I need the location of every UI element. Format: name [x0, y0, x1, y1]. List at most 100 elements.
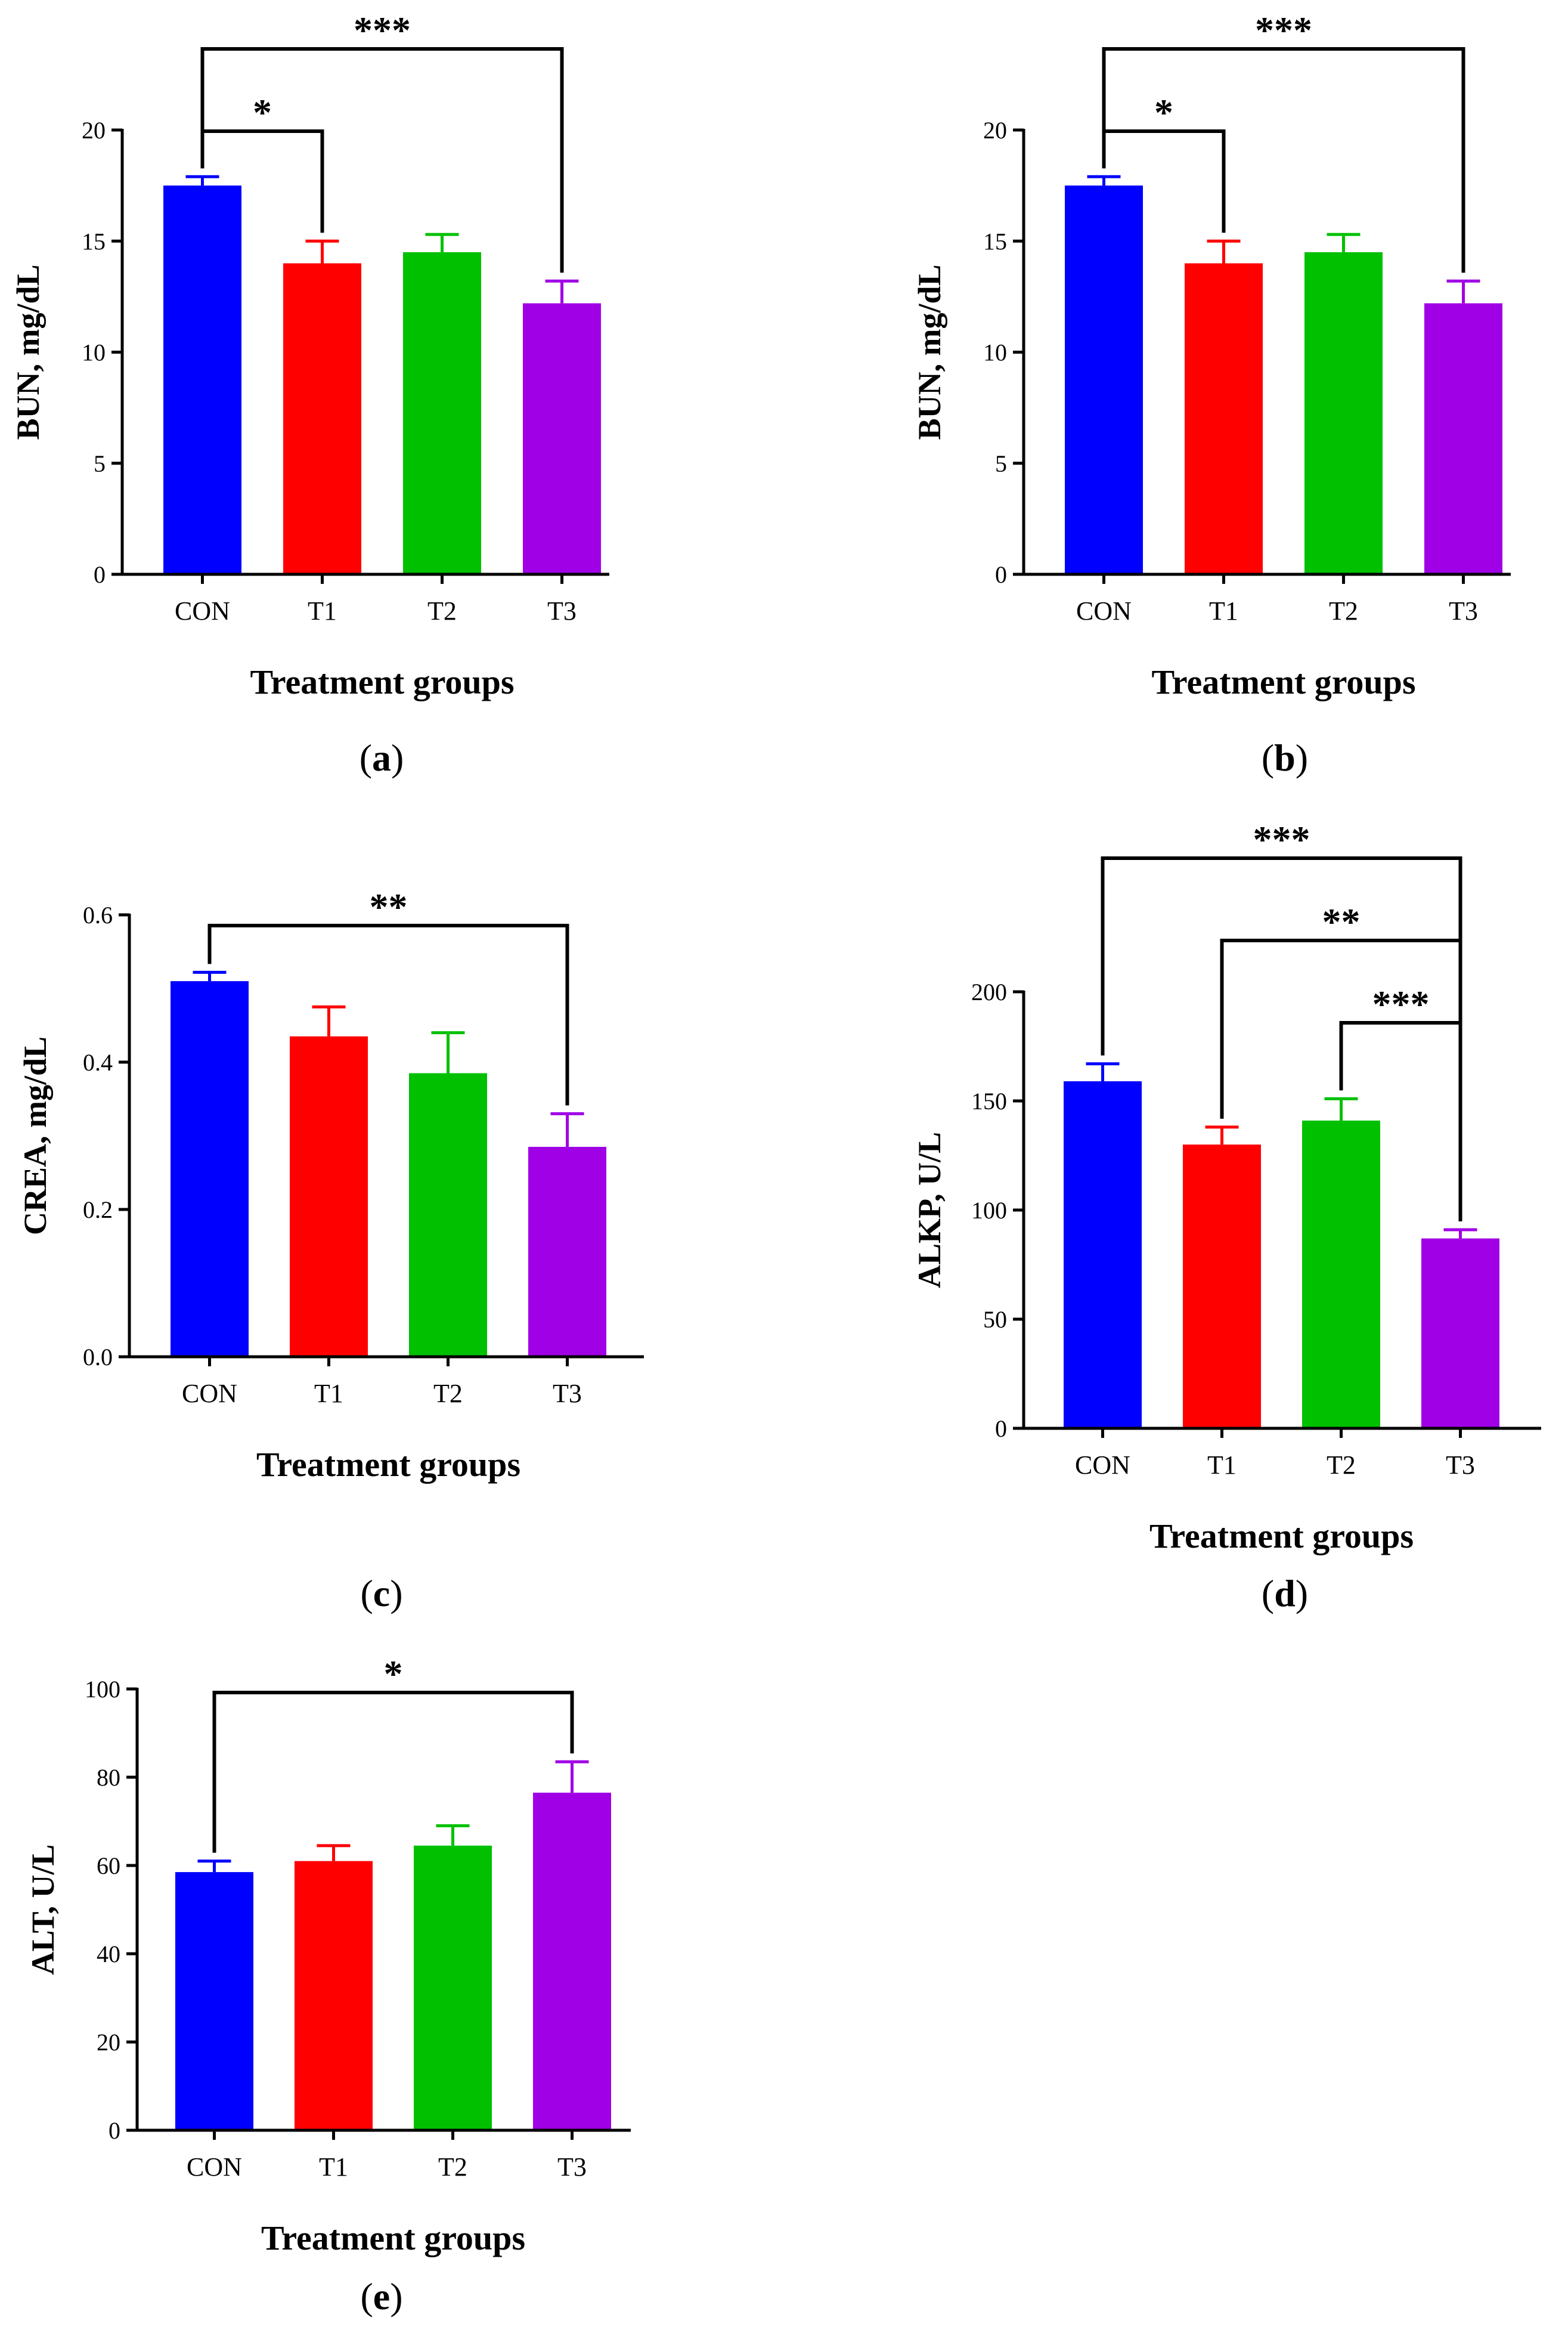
bar-t2	[409, 1073, 487, 1357]
significance-label: *	[1154, 91, 1173, 134]
chart-panel-c: 0.0 0.2 0.4 0.6 CON T1 T2 T3 CREA, mg/dL Treatmen…	[17, 886, 644, 1614]
y-axis-title: ALKP, U/L	[912, 1132, 947, 1288]
panel-label-paren: )	[391, 737, 404, 779]
y-axis-title: CREA, mg/dL	[17, 1037, 53, 1235]
significance-label: **	[1322, 901, 1361, 943]
chart-panel-a: 0 5 10 15 20 CON T1 T2 T3 BUN, mg/dL Treatment gro…	[10, 9, 609, 779]
x-tick-label-t1: T1	[319, 2152, 348, 2182]
y-axis-title: BUN, mg/dL	[10, 264, 46, 440]
x-tick-label-con: CON	[187, 2152, 242, 2182]
chart-panel-b: 0 5 10 15 20 CON T1 T2 T3 BUN, mg/dL Treatment gro…	[912, 9, 1511, 779]
x-tick-label-t2: T2	[1327, 1450, 1356, 1480]
panel-label-b: (b)	[1262, 737, 1308, 779]
x-tick-label-t1: T1	[1207, 1450, 1237, 1480]
y-tick-label: 5	[94, 450, 106, 477]
significance-label: ***	[354, 9, 411, 51]
bar-con	[175, 1872, 253, 2130]
y-tick-label: 10	[983, 339, 1007, 366]
bar-t2	[414, 1845, 492, 2130]
bar-t3	[1424, 303, 1502, 574]
significance-label: ***	[1253, 818, 1310, 861]
bar-con	[1064, 1081, 1142, 1428]
bar-con	[171, 981, 249, 1357]
y-axis-title: ALT, U/L	[25, 1844, 61, 1975]
bar-t1	[1183, 1144, 1261, 1428]
significance-bracket	[200, 47, 564, 273]
chart-panel-d: 0 50 100 150 200 CON T1 T2 T3 ALKP, U/L Treatment …	[912, 818, 1541, 1614]
panel-label-paren: )	[1296, 737, 1308, 779]
bar-t3	[528, 1147, 606, 1357]
chart-panel-e: 0 20 40 60 80 100 CON T1 T2 T3 ALT, U/L Treatment g…	[25, 1653, 631, 2318]
y-tick-label: 40	[97, 1941, 120, 1967]
x-tick-label-con: CON	[1076, 596, 1132, 626]
significance-bracket	[1102, 129, 1226, 233]
y-tick-label: 150	[971, 1088, 1007, 1115]
x-tick-label-con: CON	[175, 596, 230, 626]
x-tick-label-t2: T2	[438, 2152, 467, 2182]
y-tick-label: 15	[983, 228, 1007, 255]
significance-label: *	[253, 91, 272, 134]
bar-t2	[403, 252, 481, 574]
panel-label-letter: b	[1274, 737, 1296, 779]
panel-label-paren: (	[360, 2275, 373, 2318]
significance-bracket	[200, 129, 324, 233]
y-tick-label: 10	[82, 339, 106, 366]
y-tick-label: 0.4	[83, 1049, 113, 1076]
bar-t1	[290, 1036, 368, 1357]
panel-label-paren: (	[360, 737, 372, 779]
bar-t3	[533, 1792, 611, 2130]
y-tick-label: 200	[971, 979, 1007, 1005]
panel-label-paren: (	[360, 1572, 373, 1614]
panel-label-d: (d)	[1262, 1572, 1308, 1614]
significance-bracket	[1101, 856, 1462, 1221]
y-tick-label: 100	[85, 1676, 120, 1703]
y-tick-label: 0	[995, 561, 1007, 588]
x-tick-label-t1: T1	[314, 1379, 343, 1408]
x-tick-label-t2: T2	[1329, 596, 1358, 626]
bar-t1	[283, 263, 361, 574]
panel-label-paren: (	[1262, 737, 1274, 779]
x-tick-label-t3: T3	[1446, 1450, 1475, 1480]
x-tick-label-con: CON	[1075, 1450, 1130, 1480]
significance-bracket	[1102, 47, 1465, 273]
x-tick-label-t3: T3	[553, 1379, 582, 1408]
panel-label-letter: a	[372, 737, 391, 779]
x-tick-label-t3: T3	[547, 596, 577, 626]
significance-bracket	[1339, 1021, 1462, 1221]
x-axis-title: Treatment groups	[256, 1445, 520, 1484]
significance-label: ***	[1255, 9, 1312, 51]
panel-label-letter: d	[1274, 1572, 1296, 1614]
y-tick-label: 20	[983, 117, 1007, 144]
bar-t2	[1304, 252, 1383, 574]
x-tick-label-t1: T1	[1209, 596, 1238, 626]
bar-t1	[295, 1861, 373, 2130]
significance-label: **	[370, 886, 408, 928]
y-tick-label: 0.0	[83, 1344, 113, 1370]
x-tick-label-t3: T3	[557, 2152, 587, 2182]
y-tick-label: 5	[995, 450, 1007, 477]
y-tick-label: 60	[97, 1852, 120, 1879]
x-axis-title: Treatment groups	[1151, 663, 1415, 701]
x-tick-label-t2: T2	[433, 1379, 463, 1408]
y-tick-label: 20	[97, 2029, 120, 2056]
panel-label-a: (a)	[360, 737, 404, 779]
panel-label-paren: (	[1262, 1572, 1274, 1614]
significance-label: *	[384, 1653, 403, 1695]
y-tick-label: 0	[109, 2117, 120, 2144]
x-tick-label-con: CON	[182, 1379, 237, 1408]
significance-label: ***	[1372, 983, 1430, 1025]
panel-label-paren: )	[390, 1572, 402, 1614]
y-tick-label: 0.2	[83, 1196, 113, 1223]
y-tick-label: 0	[94, 561, 106, 588]
panel-label-letter: c	[373, 1572, 390, 1614]
y-tick-label: 0	[995, 1415, 1007, 1442]
panel-label-paren: )	[1296, 1572, 1308, 1614]
bar-t3	[1421, 1238, 1499, 1428]
x-tick-label-t3: T3	[1449, 596, 1478, 626]
bar-t1	[1185, 263, 1263, 574]
x-tick-label-t1: T1	[308, 596, 337, 626]
y-tick-label: 50	[983, 1306, 1007, 1333]
y-tick-label: 80	[97, 1764, 120, 1791]
significance-bracket	[207, 924, 569, 1106]
